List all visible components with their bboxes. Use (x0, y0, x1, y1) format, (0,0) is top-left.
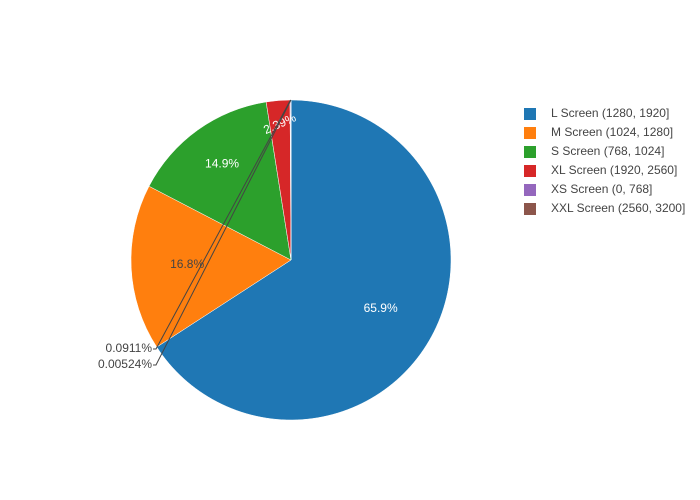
slice-percent-label: 0.0911% (106, 341, 153, 355)
legend: L Screen (1280, 1920] M Screen (1024, 128… (524, 106, 685, 215)
legend-item-xxl-screen-2560-3200[interactable]: XXL Screen (2560, 3200] (524, 201, 685, 215)
legend-item-xl-screen-1920-2560[interactable]: XL Screen (1920, 2560] (524, 163, 677, 177)
slice-percent-label: 16.8% (170, 257, 204, 271)
legend-item-xs-screen-0-768[interactable]: XS Screen (0, 768] (524, 182, 652, 196)
legend-item-m-screen-1024-1280[interactable]: M Screen (1024, 1280] (524, 125, 673, 139)
legend-swatch (524, 146, 536, 158)
pie-slice-s-screen-768-1024[interactable] (148, 101, 292, 261)
legend-label: S Screen (768, 1024] (551, 144, 664, 158)
legend-swatch (524, 203, 536, 215)
legend-item-s-screen-768-1024[interactable]: S Screen (768, 1024] (524, 144, 664, 158)
pie-outside-labels: 0.0911% 0.00524% (98, 99, 292, 371)
pie-inside-labels: 65.9%16.8%14.9%2.39% (170, 110, 398, 315)
pie-slice-m-screen-1024-1280[interactable] (130, 185, 292, 348)
legend-swatch (524, 108, 536, 120)
legend-swatch (524, 184, 536, 196)
legend-item-l-screen-1280-1920[interactable]: L Screen (1280, 1920] (524, 106, 669, 120)
legend-label: XS Screen (0, 768] (551, 182, 652, 196)
pie-slices (130, 99, 452, 421)
pie-slice-l-screen-1280-1920[interactable] (156, 99, 452, 421)
legend-label: XL Screen (1920, 2560] (551, 163, 677, 177)
legend-label: M Screen (1024, 1280] (551, 125, 673, 139)
legend-swatch (524, 165, 536, 177)
legend-swatch (524, 127, 536, 139)
slice-percent-label: 0.00524% (98, 357, 152, 371)
legend-label: L Screen (1280, 1920] (551, 106, 669, 120)
slice-percent-label: 14.9% (205, 156, 239, 170)
leader-line (153, 99, 291, 350)
legend-label: XXL Screen (2560, 3200] (551, 201, 685, 215)
leader-line (153, 99, 292, 366)
slice-percent-label: 65.9% (364, 301, 398, 315)
